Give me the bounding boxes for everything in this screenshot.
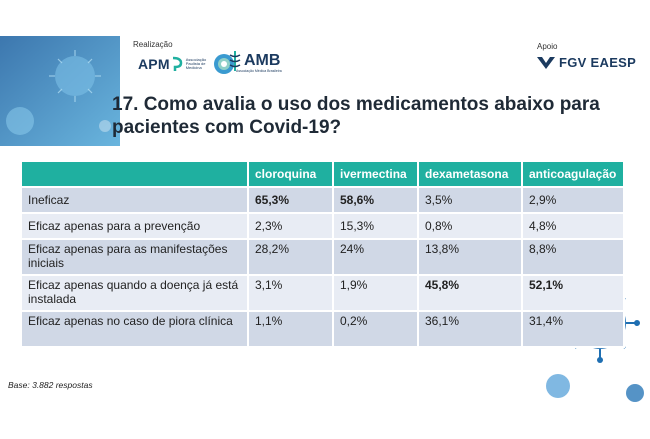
column-header: ivermectina	[333, 162, 419, 188]
table-cell: 15,3%	[333, 213, 419, 240]
table-cell: 1,1%	[248, 311, 334, 348]
row-label: Ineficaz	[22, 187, 249, 214]
apm-logo-text: APM	[138, 56, 170, 72]
table-row: Ineficaz 65,3% 58,6% 3,5% 2,9%	[22, 187, 625, 214]
table-cell: 24%	[333, 239, 419, 276]
column-header: cloroquina	[248, 162, 334, 188]
amb-logo: AMB	[228, 50, 280, 72]
table-cell: 31,4%	[522, 311, 625, 348]
amb-logo-text: AMB	[244, 52, 281, 69]
table-cell: 4,8%	[522, 213, 625, 240]
table-row: Eficaz apenas para a prevenção 2,3% 15,3…	[22, 213, 625, 240]
table-cell: 13,8%	[418, 239, 523, 276]
fgv-chevron-icon	[537, 56, 555, 69]
column-header	[22, 162, 249, 188]
table-cell: 3,1%	[248, 275, 334, 312]
table-cell: 0,2%	[333, 311, 419, 348]
table-cell: 8,8%	[522, 239, 625, 276]
slide-title: 17. Como avalia o uso dos medicamentos a…	[112, 94, 600, 138]
row-label: Eficaz apenas para as manifestações inic…	[22, 239, 249, 276]
table-row: Eficaz apenas quando a doença já está in…	[22, 275, 625, 312]
row-label: Eficaz apenas no caso de piora clínica	[22, 311, 249, 348]
table-cell: 52,1%	[522, 275, 625, 312]
column-header: dexametasona	[418, 162, 523, 188]
table-cell: 28,2%	[248, 239, 334, 276]
table-header-row: cloroquina ivermectina dexametasona anti…	[22, 162, 625, 188]
table-cell: 3,5%	[418, 187, 523, 214]
partner-seal-icon	[213, 54, 234, 74]
apm-logo-subtitle: Associação Paulista de Medicina	[185, 57, 207, 70]
apoio-label: Apoio	[537, 42, 558, 51]
virus-background-left	[0, 36, 120, 146]
row-label: Eficaz apenas quando a doença já está in…	[22, 275, 249, 312]
base-note: Base: 3.882 respostas	[8, 380, 93, 390]
table-cell: 1,9%	[333, 275, 419, 312]
amb-logo-subtitle: Associação Médica Brasileira	[236, 69, 282, 73]
table-cell: 2,9%	[522, 187, 625, 214]
caduceus-icon	[229, 51, 241, 71]
table-row: Eficaz apenas no caso de piora clínica 1…	[22, 311, 625, 348]
results-table: cloroquina ivermectina dexametasona anti…	[22, 162, 625, 348]
row-label: Eficaz apenas para a prevenção	[22, 213, 249, 240]
table-cell: 65,3%	[248, 187, 334, 214]
realizacao-label: Realização	[133, 40, 173, 49]
fgv-logo-text: FGV EAESP	[559, 55, 637, 70]
table-cell: 2,3%	[248, 213, 334, 240]
apm-emblem-icon	[172, 56, 182, 71]
table-cell: 0,8%	[418, 213, 523, 240]
table-cell: 58,6%	[333, 187, 419, 214]
table-cell: 36,1%	[418, 311, 523, 348]
column-header: anticoagulação	[522, 162, 625, 188]
fgv-eaesp-logo: FGV EAESP	[537, 55, 636, 70]
table-row: Eficaz apenas para as manifestações inic…	[22, 239, 625, 276]
apm-logo: APM Associação Paulista de Medicina	[138, 52, 236, 76]
table-cell: 45,8%	[418, 275, 523, 312]
